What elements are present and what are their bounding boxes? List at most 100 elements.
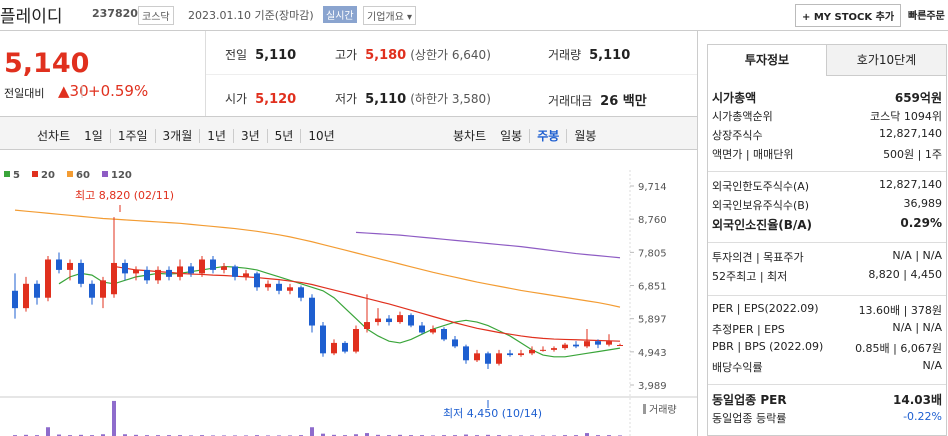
ma-line [355,231,621,259]
candle-body [133,269,139,274]
candle-body [452,339,458,347]
legend-swatch [32,171,38,177]
period-button[interactable]: 1년 [199,129,233,143]
tab[interactable]: 호가10단계 [827,45,946,76]
candle-body [419,325,425,333]
invest-value: 36,989 [903,197,943,210]
candle-body [188,266,194,274]
divider [205,31,206,117]
volume-bar [46,427,50,436]
mystock-button[interactable]: + MY STOCK 추가 [795,4,902,27]
invest-row: 외국인보유주식수(B) 36,989 [712,197,942,215]
candle-body [232,266,238,277]
invest-label: 동일업종 PER [712,393,787,407]
candle-body [166,269,172,277]
invest-value: N/A | N/A [892,249,942,262]
summary-value: 26 백만 [600,94,647,109]
y-tick-label: 7,805 [638,248,667,259]
period-button[interactable]: 10년 [300,129,342,143]
current-price: 5,140 [4,48,90,79]
invest-value: 8,820 | 4,450 [868,268,942,281]
candle-body [375,318,381,323]
volume-bar [354,434,358,436]
candle-body [441,329,447,340]
candle-body [265,283,271,288]
invest-row: 외국인한도주식수(A) 12,827,140 [712,178,942,196]
tab-active[interactable]: 투자정보 [708,45,827,76]
overview-dropdown[interactable]: 기업개요 ▾ [363,6,417,25]
invest-row: 배당수익률 N/A [712,359,942,377]
candle-body [210,259,216,270]
summary-cell: 거래량 5,110 [548,46,630,63]
candle-body [584,341,590,347]
volume-bar [57,434,61,436]
period-button[interactable]: 1주일 [109,129,155,143]
divider [206,74,697,75]
invest-label: 투자의견 | 목표주가 [712,251,804,264]
invest-row: PER | EPS(2022.09) 13.60배 | 378원 [712,302,942,320]
period-button[interactable]: 3개월 [154,129,200,143]
volume-bar [464,434,468,436]
candle-button[interactable]: 주봉 [529,129,567,143]
chart: 최고 8,820 (02/11) 최저 4,450 (10/14) 9,714 8… [0,170,697,436]
separator [708,384,946,385]
candle-body [67,262,73,270]
candle-button[interactable]: 일봉 [500,129,523,143]
volume-bar [79,434,83,436]
candle-body [100,280,106,298]
invest-row: 상장주식수 12,827,140 [712,127,942,145]
candle-body [34,283,40,298]
candle-body [144,269,150,281]
period-button[interactable]: 5년 [266,129,301,143]
candle-body [111,262,117,295]
period-button[interactable]: 3년 [232,129,267,143]
candle-button[interactable]: 월봉 [566,129,604,143]
invest-row: 추정PER | EPS N/A | N/A [712,321,942,339]
legend-label: 120 [111,170,132,181]
invest-value: 659억원 [894,91,942,105]
candle-body [364,322,370,330]
volume-bar [321,433,325,436]
summary-cell: 거래대금 26 백만 [548,90,647,109]
candle-body [199,259,205,274]
candle-body [617,344,623,346]
candle-body [177,266,183,277]
candle-body [540,349,546,351]
volume-bar [376,434,380,436]
period-button[interactable]: 1일 [84,129,103,143]
separator [708,242,946,243]
volume-swatch [643,404,646,414]
candle-body [606,341,612,345]
candle-body [89,283,95,298]
candle-body [45,259,51,298]
invest-label: 52주최고 | 최저 [712,270,788,283]
change-label: 전일대비 [4,87,45,100]
quick-order[interactable]: 빠른주문 [908,11,945,22]
candle-body [386,318,392,323]
candle-body [287,287,293,291]
invest-row: 투자의견 | 목표주가 N/A | N/A [712,249,942,267]
summary-value: 5,110 [255,48,297,63]
invest-value: 14.03배 [893,393,942,407]
candle-body [243,273,249,277]
invest-label: 시가총액순위 [712,110,773,123]
y-tick-label: 4,943 [638,348,667,359]
volume-bar [585,433,589,436]
y-tick-label: 3,989 [638,381,667,392]
stock-name: 플레이디 [0,7,63,27]
divider [0,30,948,31]
y-tick-label: 8,760 [638,215,667,226]
candle-body [496,353,502,364]
candle-body [221,266,227,270]
separator [708,171,946,172]
overview-text: 기업개요 [367,12,404,23]
stock-code: 237820 [92,7,138,20]
candle-body [23,283,29,309]
realtime-badge[interactable]: 실시간 [323,6,357,23]
volume-bar [398,434,402,436]
candle-body [331,342,337,354]
candle-body [474,353,480,361]
change-pct: +0.59% [88,82,149,100]
volume-label: 거래량 [649,404,677,416]
